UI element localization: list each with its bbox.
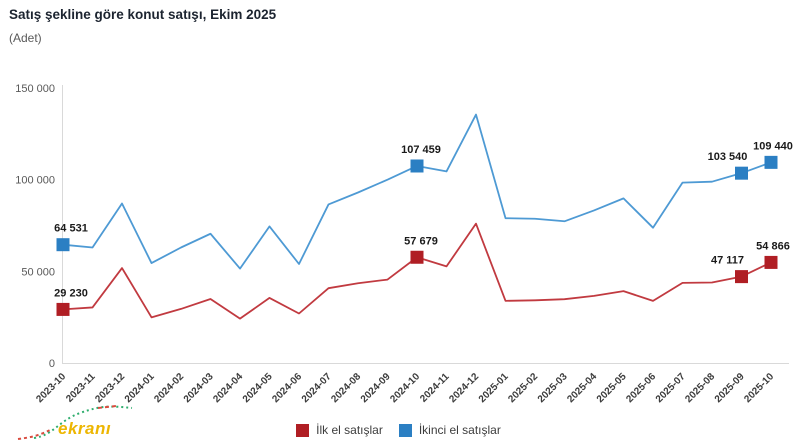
watermark-text: ekranı [58,419,112,438]
legend-item-ilk-el[interactable]: İlk el satışlar [296,423,383,437]
data-point-label: 54 866 [756,240,790,252]
x-tick-label: 2024-06 [270,371,304,405]
x-tick-label: 2024-02 [152,371,186,405]
x-tick-label: 2025-02 [506,371,540,405]
x-tick-label: 2024-10 [388,371,422,405]
x-tick-label: 2025-06 [624,371,658,405]
x-tick-label: 2025-07 [654,371,688,405]
data-point-label: 109 440 [753,140,793,152]
x-tick-label: 2024-09 [359,371,393,405]
legend-item-ikinci-el[interactable]: İkinci el satışlar [398,423,501,437]
data-point-marker [56,238,70,252]
x-tick-label: 2025-04 [565,371,599,405]
chart-subtitle: (Adet) [9,31,42,45]
data-point-marker [56,302,70,316]
x-tick-label: 2024-05 [241,371,275,405]
x-tick-label: 2025-05 [595,371,629,405]
data-point-marker [410,159,424,173]
legend-label-ikinci-el: İkinci el satışlar [418,423,501,437]
data-point-marker [735,270,748,284]
x-tick-label: 2024-11 [418,371,452,405]
x-tick-label: 2025-09 [713,371,747,405]
x-tick-label: 2025-08 [683,371,717,405]
watermark-logo: ekranı [14,399,139,443]
y-tick-label: 0 [49,358,55,370]
legend-label-ilk-el: İlk el satışlar [316,423,383,437]
data-point-marker [764,255,778,269]
x-tick-label: 2024-07 [300,371,334,405]
chart-legend: İlk el satışlar İkinci el satışlar [0,423,797,437]
x-tick-label: 2025-10 [742,371,776,405]
data-point-marker [764,155,778,169]
x-tick-label: 2024-03 [182,371,216,405]
x-tick-label: 2024-12 [447,371,481,405]
data-point-marker [735,166,748,180]
x-tick-label: 2025-03 [536,371,570,405]
x-tick-label: 2024-08 [329,371,363,405]
data-point-label: 107 459 [401,144,441,156]
data-point-label: 64 531 [54,223,88,235]
legend-swatch-ikinci-el [398,423,412,437]
watermark-decoration [17,405,133,440]
x-tick-label: 2024-04 [211,371,245,405]
data-point-marker [410,250,424,264]
y-tick-label: 150 000 [15,83,55,95]
y-tick-label: 100 000 [15,175,55,187]
data-point-label: 47 117 [711,255,744,267]
data-point-label: 57 679 [404,235,438,247]
x-tick-label: 2025-01 [477,371,511,405]
y-tick-label: 50 000 [21,266,55,278]
legend-swatch-ilk-el [296,423,310,437]
data-point-label: 103 540 [708,151,748,163]
chart-title: Satış şekline göre konut satışı, Ekim 20… [9,7,277,22]
data-point-label: 29 230 [54,287,88,299]
